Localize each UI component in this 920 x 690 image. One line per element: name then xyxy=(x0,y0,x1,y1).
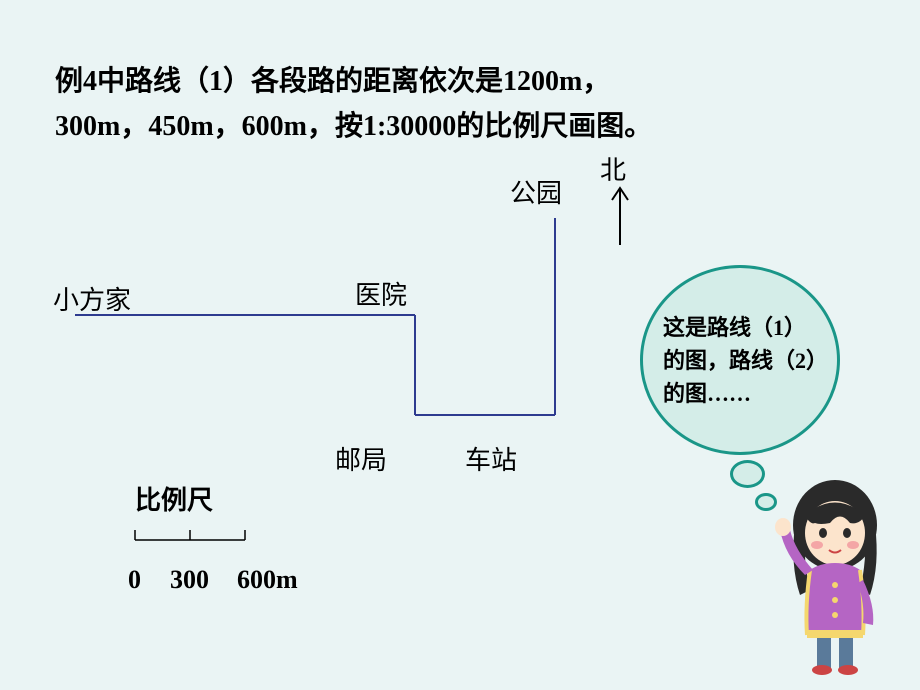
label-north: 北 xyxy=(600,150,626,187)
bubble-text: 这是路线（1）的图，路线（2）的图…… xyxy=(663,311,817,410)
character-icon xyxy=(765,475,905,675)
title-line-1: 例4中路线（1）各段路的距离依次是1200m， xyxy=(55,66,610,97)
bubble-dot-1 xyxy=(730,460,765,488)
label-park: 公园 xyxy=(510,173,562,210)
scale-300: 300 xyxy=(170,565,209,595)
scale-600: 600m xyxy=(237,565,298,595)
title-line-2: 300m，450m，600m，按1:30000的比例尺画图。 xyxy=(55,111,652,142)
label-scale: 比例尺 xyxy=(135,480,213,517)
scale-0: 0 xyxy=(128,565,141,595)
bubble-main: 这是路线（1）的图，路线（2）的图…… xyxy=(640,265,840,455)
label-home: 小方家 xyxy=(53,280,131,317)
problem-title: 例4中路线（1）各段路的距离依次是1200m， 300m，450m，600m，按… xyxy=(55,60,895,150)
label-hospital: 医院 xyxy=(355,275,407,312)
label-post: 邮局 xyxy=(335,440,387,477)
thought-bubble: 这是路线（1）的图，路线（2）的图…… xyxy=(640,265,840,455)
label-station: 车站 xyxy=(465,440,517,477)
